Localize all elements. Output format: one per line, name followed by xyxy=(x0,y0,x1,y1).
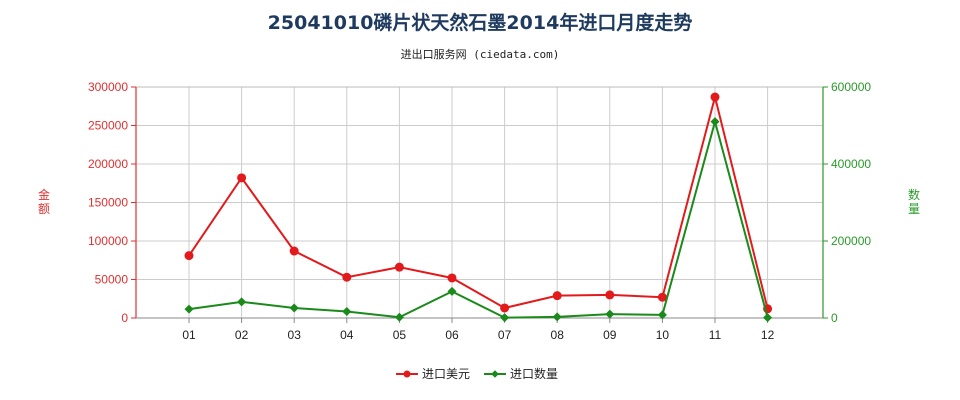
x-axis-tick-label: 06 xyxy=(445,328,459,342)
left-axis-title: 金额 xyxy=(38,187,50,216)
data-point-qty xyxy=(657,310,667,320)
data-point-qty xyxy=(342,306,352,316)
data-point-qty xyxy=(289,303,299,313)
x-axis-tick-label: 03 xyxy=(288,328,302,342)
data-point-usd xyxy=(657,292,667,302)
data-point-usd xyxy=(237,173,247,183)
x-axis-tick-label: 11 xyxy=(709,328,722,342)
right-axis-tick-label: 200000 xyxy=(831,234,871,248)
data-point-qty xyxy=(447,286,457,296)
x-axis-tick-label: 05 xyxy=(393,328,407,342)
right-axis-tick-label: 400000 xyxy=(831,157,871,171)
legend-label-qty: 进口数量 xyxy=(510,366,558,381)
legend-marker-usd xyxy=(403,370,411,378)
x-axis-tick-label: 10 xyxy=(656,328,670,342)
data-point-usd xyxy=(342,272,352,282)
legend-label-usd: 进口美元 xyxy=(422,367,470,381)
x-axis-tick-label: 08 xyxy=(551,328,565,342)
chart-subtitle: 进出口服务网 (ciedata.com) xyxy=(400,48,560,61)
x-axis-tick-label: 12 xyxy=(761,328,775,342)
x-axis-tick-label: 09 xyxy=(603,328,617,342)
legend-marker-qty xyxy=(491,370,499,378)
x-axis-tick-label: 02 xyxy=(235,328,249,342)
right-axis-tick-label: 0 xyxy=(831,311,838,325)
data-point-qty xyxy=(394,312,404,322)
data-point-usd xyxy=(710,92,720,102)
data-point-qty xyxy=(552,312,562,322)
data-point-qty xyxy=(237,297,247,307)
right-axis-tick-label: 600000 xyxy=(831,80,871,94)
data-point-qty xyxy=(605,309,615,319)
left-axis-tick-label: 0 xyxy=(121,311,128,325)
data-point-usd xyxy=(605,290,615,300)
data-point-qty xyxy=(710,117,720,127)
left-axis-tick-label: 100000 xyxy=(88,234,128,248)
x-axis-tick-label: 01 xyxy=(182,328,196,342)
left-axis-tick-label: 150000 xyxy=(88,196,128,210)
left-axis-tick-label: 200000 xyxy=(88,157,128,171)
left-axis-tick-label: 50000 xyxy=(95,273,129,287)
x-axis-tick-label: 04 xyxy=(340,328,354,342)
data-point-usd xyxy=(184,251,194,261)
data-point-usd xyxy=(289,246,299,256)
series-line-usd xyxy=(188,96,769,310)
right-axis-title: 数量 xyxy=(908,187,920,216)
data-point-usd xyxy=(394,262,404,272)
x-axis-tick-label: 07 xyxy=(498,328,512,342)
data-point-qty xyxy=(500,313,510,323)
data-point-qty xyxy=(763,313,773,323)
data-point-qty xyxy=(184,304,194,314)
left-axis-tick-label: 300000 xyxy=(88,80,128,94)
data-point-usd xyxy=(500,303,510,313)
left-axis-tick-label: 250000 xyxy=(88,119,128,133)
data-point-usd xyxy=(447,273,457,283)
series-line-qty xyxy=(188,117,769,319)
chart-title: 25041010磷片状天然石墨2014年进口月度走势 xyxy=(267,12,693,34)
data-point-usd xyxy=(552,291,562,301)
